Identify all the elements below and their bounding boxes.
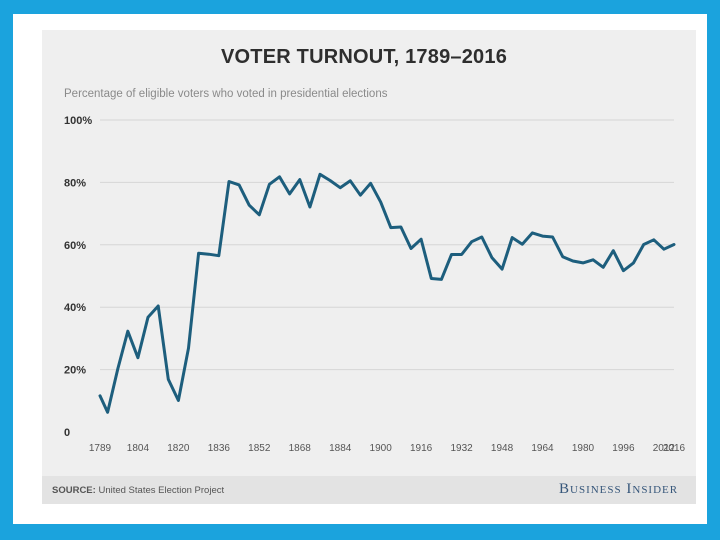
source-note: SOURCE: United States Election Project xyxy=(52,485,224,496)
x-tick-label: 1804 xyxy=(127,443,150,454)
brand-logo: Business Insider xyxy=(559,481,679,497)
x-tick-label: 1789 xyxy=(89,443,112,454)
y-tick-label: 80% xyxy=(64,177,86,189)
x-tick-label: 1884 xyxy=(329,443,352,454)
series-line-voter-turnout xyxy=(98,172,676,414)
y-tick-label: 40% xyxy=(64,302,86,314)
x-axis: 1789 1804 1820 1836 1852 1868 1884 1900 1916 1932… xyxy=(89,443,686,454)
x-tick-label: 1916 xyxy=(410,443,433,454)
x-tick-label: 1900 xyxy=(370,443,393,454)
y-tick-label: 0 xyxy=(64,427,70,439)
x-tick-label: 1836 xyxy=(208,443,231,454)
chart-title: VOTER TURNOUT, 1789–2016 xyxy=(221,46,508,68)
grid-lines xyxy=(100,119,674,371)
x-tick-label: 2016 xyxy=(663,443,686,454)
footer-bar xyxy=(42,476,696,504)
x-tick-label: 1852 xyxy=(248,443,271,454)
source-text: United States Election Project xyxy=(98,485,225,496)
x-tick-label: 1820 xyxy=(167,443,190,454)
y-tick-label: 20% xyxy=(64,365,86,377)
y-tick-label: 100% xyxy=(64,115,92,127)
x-tick-label: 1980 xyxy=(572,443,595,454)
x-tick-label: 1948 xyxy=(491,443,514,454)
x-tick-label: 1964 xyxy=(531,443,554,454)
source-label: SOURCE: xyxy=(52,485,96,496)
chart-card xyxy=(42,30,696,504)
x-tick-label: 1868 xyxy=(289,443,312,454)
y-axis: 0 20% 40% 60% 80% 100% xyxy=(64,115,92,439)
chart-subtitle: Percentage of eligible voters who voted … xyxy=(64,88,388,100)
x-tick-label: 1932 xyxy=(450,443,473,454)
x-tick-label: 1996 xyxy=(612,443,635,454)
y-tick-label: 60% xyxy=(64,240,86,252)
x-tick-label: 2012 xyxy=(653,443,676,454)
